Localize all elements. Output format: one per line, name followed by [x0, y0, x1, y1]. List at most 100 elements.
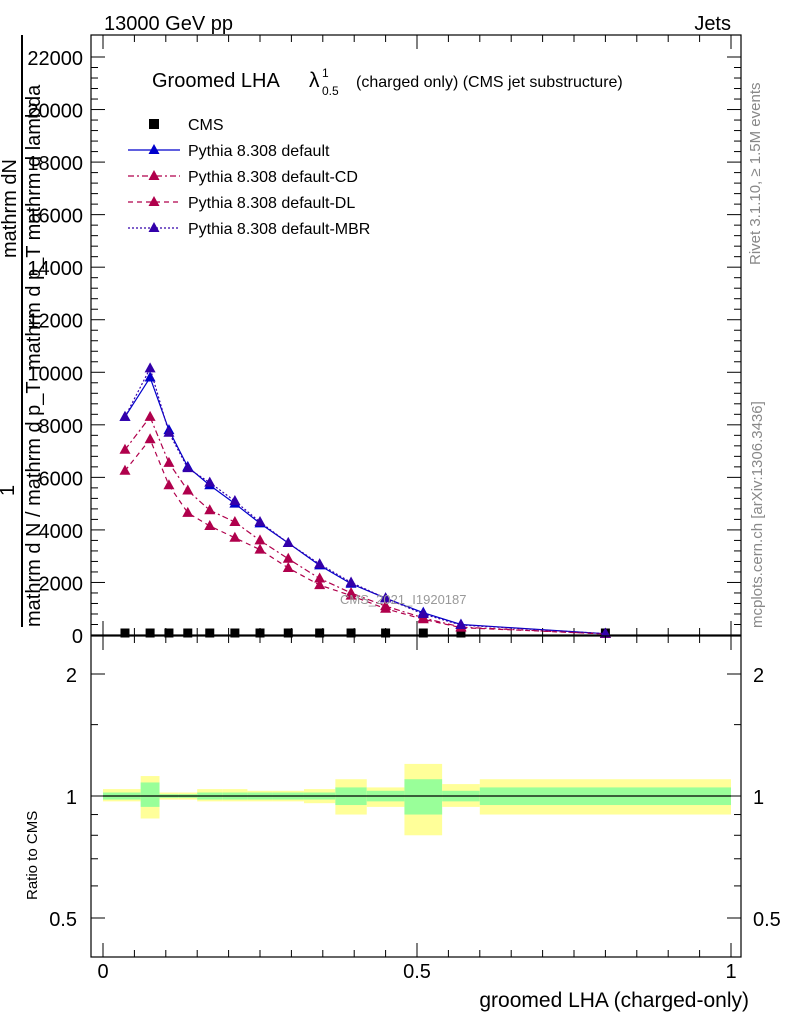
- data-point-0: [315, 628, 325, 638]
- data-point-3: [163, 479, 175, 490]
- title-sub: 0.5: [322, 84, 339, 98]
- data-point-4: [417, 607, 429, 618]
- data-point-3: [254, 543, 266, 554]
- data-point-3: [380, 602, 392, 613]
- main-ytick-label: 18000: [27, 153, 83, 175]
- data-point-0: [381, 628, 391, 638]
- data-point-3: [282, 562, 294, 573]
- main-ytick-label: 6000: [39, 468, 84, 490]
- data-point-3: [417, 613, 429, 624]
- data-point-4: [455, 619, 467, 630]
- legend-label-4: Pythia 8.308 default-MBR: [188, 221, 370, 238]
- data-point-2: [314, 572, 326, 583]
- data-point-4: [380, 592, 392, 603]
- main-ytick-label: 12000: [27, 311, 83, 333]
- data-point-0: [183, 628, 193, 638]
- ratio-ytick-label-right: 0.5: [753, 909, 781, 931]
- energy-label: 13000 GeV pp: [104, 13, 233, 35]
- main-ytick-label: 16000: [27, 206, 83, 228]
- x-axis-label: groomed LHA (charged-only): [479, 989, 749, 1012]
- title-sup: 1: [322, 66, 329, 80]
- main-ytick-label: 22000: [27, 48, 83, 70]
- data-point-2: [254, 534, 266, 545]
- data-point-2: [119, 443, 131, 454]
- data-point-0: [120, 628, 130, 638]
- data-point-2: [229, 516, 241, 527]
- data-point-3: [204, 519, 216, 530]
- main-ytick-label: 4000: [39, 521, 84, 543]
- data-point-4: [254, 516, 266, 527]
- data-point-3: [182, 506, 194, 517]
- data-point-2: [144, 410, 156, 421]
- data-point-0: [346, 628, 356, 638]
- data-point-4: [163, 426, 175, 437]
- data-point-0: [418, 628, 428, 638]
- analysis-watermark: CMS_2021_I1920187: [340, 592, 467, 607]
- ratio-xtick-label: 1: [725, 961, 736, 983]
- mcplots-label: mcplots.cern.ch [arXiv:1306.3436]: [749, 401, 766, 628]
- data-point-2: [182, 484, 194, 495]
- data-point-4: [599, 627, 611, 638]
- main-ytick-label: 20000: [27, 101, 83, 123]
- data-point-4: [204, 476, 216, 487]
- legend-label-2: Pythia 8.308 default-CD: [188, 169, 358, 186]
- data-point-0: [145, 628, 155, 638]
- ratio-ytick-label-right: 1: [753, 787, 764, 809]
- legend-label-0: CMS: [188, 117, 224, 134]
- data-point-3: [345, 589, 357, 600]
- main-ytick-label: 2000: [39, 573, 84, 595]
- data-point-3: [229, 531, 241, 542]
- main-ytick-label: 8000: [39, 416, 84, 438]
- ratio-stat-band-1: [140, 782, 160, 807]
- data-point-4: [182, 462, 194, 473]
- legend-marker-2: [148, 170, 160, 180]
- legend-label-3: Pythia 8.308 default-DL: [188, 195, 355, 212]
- legend-marker-4: [148, 222, 160, 232]
- ratio-xtick-label: 0.5: [403, 961, 431, 983]
- series-line-4: [124, 366, 606, 635]
- data-point-4: [282, 537, 294, 548]
- data-point-0: [205, 628, 215, 638]
- title-main: Groomed LHA: [152, 70, 280, 92]
- ylabel-one: 1: [0, 485, 19, 496]
- rivet-version-label: Rivet 3.1.10, ≥ 1.5M events: [747, 83, 764, 266]
- data-point-4: [314, 558, 326, 569]
- data-point-0: [456, 628, 466, 638]
- ylabel-mid: mathrm d p_T mathrm d lambda: [23, 84, 45, 370]
- legend-marker-1: [148, 144, 160, 154]
- title-lambda: λ: [309, 69, 320, 92]
- data-point-0: [283, 628, 293, 638]
- main-ytick-label: 10000: [27, 363, 83, 385]
- data-point-2: [204, 504, 216, 515]
- main-ytick-label: 14000: [27, 258, 83, 280]
- ratio-ytick-label: 2: [66, 665, 77, 687]
- data-point-3: [119, 464, 131, 475]
- legend-marker-3: [148, 196, 160, 206]
- ratio-ytick-label: 0.5: [49, 909, 77, 931]
- ratio-xtick-label: 0: [97, 961, 108, 983]
- main-panel: 0 2000 4000 6000 8000 10000 12000 14000 16000 180…: [27, 34, 742, 648]
- ratio-ytick-label: 1: [66, 787, 77, 809]
- data-point-2: [282, 552, 294, 563]
- ratio-stat-band-11: [404, 779, 443, 815]
- title-rest: (charged only) (CMS jet substructure): [356, 74, 623, 91]
- series-line-2: [124, 415, 606, 635]
- data-point-2: [163, 456, 175, 467]
- data-point-0: [164, 628, 174, 638]
- ratio-ylabel: Ratio to CMS: [24, 811, 41, 900]
- data-point-3: [144, 433, 156, 444]
- legend-label-1: Pythia 8.308 default: [188, 143, 330, 160]
- legend-marker-0: [149, 119, 159, 129]
- data-point-4: [345, 576, 357, 587]
- process-label: Jets: [694, 13, 731, 35]
- ratio-panel: 0.5 0.5 1 1 2 2 0 0.5 1: [49, 635, 781, 983]
- ratio-ytick-label-right: 2: [753, 665, 764, 687]
- ylabel-bottom: mathrm d N / mathrm d p_T: [23, 381, 45, 627]
- legend: CMS Pythia 8.308 default Pythia 8.308 defa…: [128, 117, 370, 238]
- data-point-0: [230, 628, 240, 638]
- data-point-3: [314, 579, 326, 590]
- data-point-0: [255, 628, 265, 638]
- plot-title: Groomed LHA λ 1 0.5 (charged only) (CMS …: [152, 66, 623, 98]
- main-ytick-label: 0: [72, 626, 83, 648]
